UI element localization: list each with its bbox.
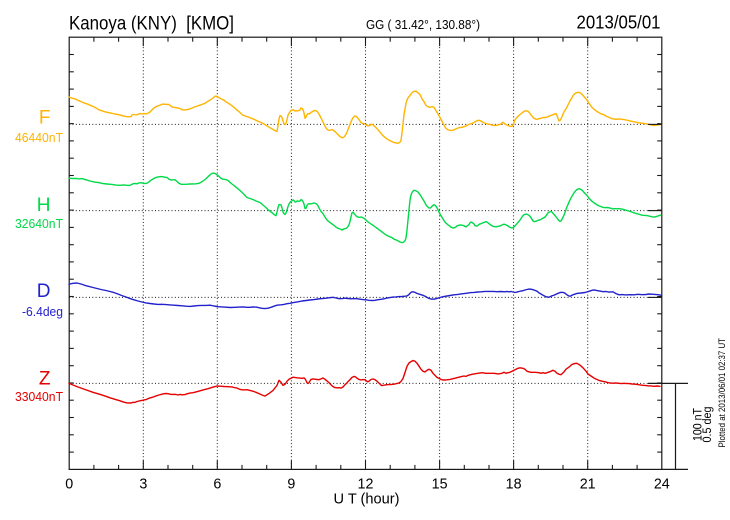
svg-text:D: D (37, 281, 51, 302)
svg-text:33040nT: 33040nT (15, 389, 63, 404)
svg-text:12: 12 (358, 477, 374, 493)
svg-text:U T (hour): U T (hour) (334, 492, 400, 508)
svg-text:GG ( 31.42°, 130.88°): GG ( 31.42°, 130.88°) (366, 17, 480, 32)
svg-text:H: H (37, 195, 51, 216)
svg-text:21: 21 (580, 477, 596, 493)
svg-text:Plotted at 2013/06/01 02:37 UT: Plotted at 2013/06/01 02:37 UT (717, 338, 727, 448)
svg-text:6: 6 (213, 477, 221, 493)
svg-text:-6.4deg: -6.4deg (22, 304, 63, 319)
svg-text:2013/05/01: 2013/05/01 (577, 12, 661, 32)
svg-text:Kanoya (KNY) [KMO]: Kanoya (KNY) [KMO] (69, 14, 234, 35)
svg-text:F: F (39, 108, 51, 129)
svg-text:15: 15 (432, 477, 448, 493)
svg-text:32640nT: 32640nT (15, 216, 63, 231)
svg-text:46440nT: 46440nT (15, 130, 63, 145)
svg-text:9: 9 (287, 477, 295, 493)
svg-text:0: 0 (65, 477, 73, 493)
svg-text:24: 24 (654, 477, 670, 493)
svg-text:100 nT0.5 deg: 100 nT0.5 deg (691, 406, 715, 442)
svg-text:Z: Z (39, 369, 51, 390)
svg-text:3: 3 (139, 477, 147, 493)
svg-text:18: 18 (506, 477, 522, 493)
